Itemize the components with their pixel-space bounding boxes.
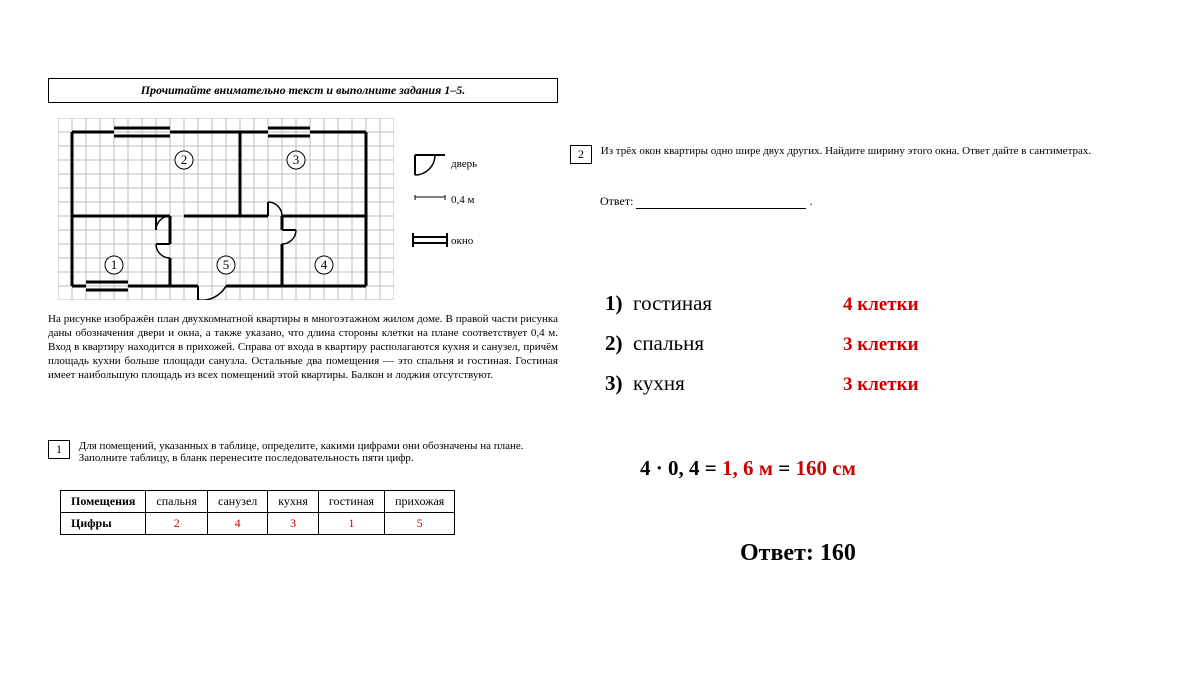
floorplan-svg: 1 2 3 4 5 [58,118,394,300]
task-1-number: 1 [48,440,70,459]
task-1-text: Для помещений, указанных в таблице, опре… [79,440,539,464]
description-text: На рисунке изображён план двухкомнатной … [48,312,558,382]
final-answer: Ответ: 160 [740,540,856,567]
floorplan-legend: дверь 0,4 м окно [405,145,495,285]
svg-text:3: 3 [293,152,300,167]
rooms-work-list: 1)гостиная4 клетки 2)спальня3 клетки 3)к… [605,284,919,404]
instruction-header: Прочитайте внимательно текст и выполните… [48,78,558,103]
svg-text:1: 1 [111,257,118,272]
floorplan: 1 2 3 4 5 [58,118,394,300]
legend-door-label: дверь [451,158,477,170]
task-2-number: 2 [570,145,592,164]
task-1: 1 Для помещений, указанных в таблице, оп… [48,440,558,464]
task-2: 2 Из трёх окон квартиры одно шире двух д… [570,145,1150,164]
task-2-text: Из трёх окон квартиры одно шире двух дру… [601,145,1131,157]
legend-scale-label: 0,4 м [451,194,475,206]
svg-text:4: 4 [321,257,328,272]
task-2-answer-line: Ответ: . [600,194,812,209]
svg-text:2: 2 [181,152,188,167]
task-1-table: Помещения спальня санузел кухня гостиная… [60,490,455,535]
table-header-label: Помещения [61,491,146,513]
legend-window-label: окно [451,235,474,247]
table-row-label: Цифры [61,513,146,535]
answer-blank[interactable] [636,197,806,209]
svg-text:5: 5 [223,257,230,272]
calculation: 4 · 0, 4 = 1, 6 м = 160 см [640,456,856,481]
